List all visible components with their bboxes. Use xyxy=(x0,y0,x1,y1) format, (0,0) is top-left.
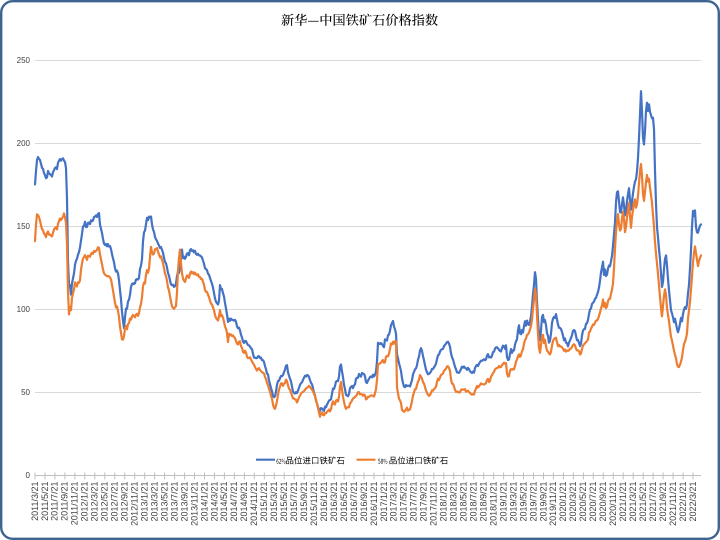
svg-text:2014/9/21: 2014/9/21 xyxy=(239,482,249,522)
svg-text:2017/5/21: 2017/5/21 xyxy=(399,482,409,522)
svg-text:2018/11/21: 2018/11/21 xyxy=(488,482,498,526)
svg-text:2019/9/21: 2019/9/21 xyxy=(538,482,548,522)
svg-text:2011/7/21: 2011/7/21 xyxy=(50,482,60,521)
svg-text:2017/1/21: 2017/1/21 xyxy=(379,482,389,522)
svg-text:2021/1/21: 2021/1/21 xyxy=(618,482,628,522)
svg-text:2017/9/21: 2017/9/21 xyxy=(419,482,429,522)
svg-text:2018/5/21: 2018/5/21 xyxy=(459,482,469,522)
svg-text:2021/11/21: 2021/11/21 xyxy=(668,482,678,526)
svg-text:200: 200 xyxy=(17,139,31,148)
svg-text:2014/11/21: 2014/11/21 xyxy=(249,482,259,526)
svg-text:2015/11/21: 2015/11/21 xyxy=(309,482,319,526)
svg-text:2019/5/21: 2019/5/21 xyxy=(518,482,528,522)
svg-text:2018/9/21: 2018/9/21 xyxy=(479,482,489,522)
svg-text:2012/11/21: 2012/11/21 xyxy=(130,482,140,526)
svg-text:2013/1/21: 2013/1/21 xyxy=(140,482,150,522)
svg-text:2018/1/21: 2018/1/21 xyxy=(439,482,449,522)
svg-text:2013/7/21: 2013/7/21 xyxy=(169,482,179,522)
svg-text:2011/11/21: 2011/11/21 xyxy=(70,482,80,526)
svg-text:2021/7/21: 2021/7/21 xyxy=(648,482,658,522)
svg-text:2012/3/21: 2012/3/21 xyxy=(90,482,100,522)
svg-text:2017/7/21: 2017/7/21 xyxy=(409,482,419,522)
svg-text:0: 0 xyxy=(26,471,31,480)
svg-text:2020/7/21: 2020/7/21 xyxy=(588,482,598,522)
svg-text:2013/9/21: 2013/9/21 xyxy=(179,482,189,522)
svg-text:2012/7/21: 2012/7/21 xyxy=(110,482,120,522)
svg-text:2011/5/21: 2011/5/21 xyxy=(40,482,50,521)
svg-text:2015/3/21: 2015/3/21 xyxy=(269,482,279,522)
svg-text:2021/3/21: 2021/3/21 xyxy=(628,482,638,522)
svg-text:2014/7/21: 2014/7/21 xyxy=(229,482,239,522)
svg-text:2012/9/21: 2012/9/21 xyxy=(120,482,130,522)
svg-text:250: 250 xyxy=(17,56,31,65)
svg-text:2014/1/21: 2014/1/21 xyxy=(199,482,209,522)
svg-text:2013/11/21: 2013/11/21 xyxy=(189,482,199,526)
svg-text:2020/9/21: 2020/9/21 xyxy=(598,482,608,522)
svg-text:2020/3/21: 2020/3/21 xyxy=(568,482,578,522)
svg-text:2013/5/21: 2013/5/21 xyxy=(159,482,169,522)
svg-text:2014/5/21: 2014/5/21 xyxy=(219,482,229,522)
svg-text:2020/5/21: 2020/5/21 xyxy=(578,482,588,522)
svg-text:2020/1/21: 2020/1/21 xyxy=(558,482,568,522)
svg-text:2018/7/21: 2018/7/21 xyxy=(469,482,479,522)
svg-text:2016/1/21: 2016/1/21 xyxy=(319,482,329,522)
svg-text:2019/11/21: 2019/11/21 xyxy=(548,482,558,526)
svg-text:100: 100 xyxy=(17,305,31,314)
svg-text:2021/5/21: 2021/5/21 xyxy=(638,482,648,522)
svg-text:2016/11/21: 2016/11/21 xyxy=(369,482,379,526)
svg-text:2016/9/21: 2016/9/21 xyxy=(359,482,369,522)
svg-text:2016/7/21: 2016/7/21 xyxy=(349,482,359,522)
svg-text:2015/5/21: 2015/5/21 xyxy=(279,482,289,522)
svg-text:2022/3/21: 2022/3/21 xyxy=(688,482,698,522)
svg-text:2015/9/21: 2015/9/21 xyxy=(299,482,309,522)
svg-text:2012/1/21: 2012/1/21 xyxy=(80,482,90,522)
svg-text:2015/1/21: 2015/1/21 xyxy=(259,482,269,522)
svg-text:2015/7/21: 2015/7/21 xyxy=(289,482,299,522)
svg-text:2021/9/21: 2021/9/21 xyxy=(658,482,668,522)
svg-text:2018/3/21: 2018/3/21 xyxy=(449,482,459,522)
svg-text:2019/3/21: 2019/3/21 xyxy=(508,482,518,522)
svg-text:50: 50 xyxy=(21,388,30,397)
svg-text:2016/3/21: 2016/3/21 xyxy=(329,482,339,522)
svg-text:2020/11/21: 2020/11/21 xyxy=(608,482,618,526)
svg-text:2011/9/21: 2011/9/21 xyxy=(60,482,70,521)
svg-text:2013/3/21: 2013/3/21 xyxy=(149,482,159,522)
svg-text:150: 150 xyxy=(17,222,31,231)
svg-text:2019/7/21: 2019/7/21 xyxy=(528,482,538,522)
svg-text:2011/3/21: 2011/3/21 xyxy=(30,482,40,521)
svg-text:2014/3/21: 2014/3/21 xyxy=(209,482,219,522)
svg-text:2019/1/21: 2019/1/21 xyxy=(498,482,508,522)
svg-text:2016/5/21: 2016/5/21 xyxy=(339,482,349,522)
svg-text:2022/1/21: 2022/1/21 xyxy=(678,482,688,522)
svg-text:2017/3/21: 2017/3/21 xyxy=(389,482,399,522)
svg-text:2012/5/21: 2012/5/21 xyxy=(100,482,110,522)
svg-text:2017/11/21: 2017/11/21 xyxy=(429,482,439,526)
